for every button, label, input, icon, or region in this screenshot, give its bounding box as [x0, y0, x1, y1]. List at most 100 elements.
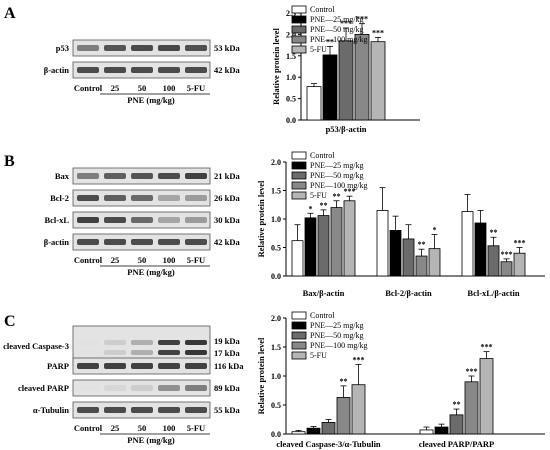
blot-band — [131, 407, 153, 413]
y-axis-label: Relative protein level — [256, 180, 266, 257]
bar — [291, 240, 304, 277]
significance-label: *** — [356, 15, 368, 24]
blot-row-label: cleaved PARP — [18, 383, 69, 393]
blot-band — [104, 363, 126, 369]
y-axis-label: Relative protein level — [256, 337, 266, 414]
bar — [434, 426, 449, 435]
legend-label: 5-FU — [310, 45, 327, 54]
blot-band — [158, 173, 180, 179]
blot-row: β-actin 42 kDa — [44, 61, 240, 79]
blot-band — [185, 67, 207, 73]
blot-band — [185, 340, 207, 345]
y-tick-label: 2.0 — [271, 314, 281, 323]
bar — [428, 248, 441, 277]
blot-lane-label: 25 — [111, 255, 120, 265]
y-tick-label: 1.5 — [271, 343, 281, 352]
blot-band — [131, 350, 153, 355]
blot-row: β-actin 42 kDa — [44, 233, 240, 251]
y-tick-label: 0.5 — [271, 401, 281, 410]
panel-letter: B — [4, 153, 15, 170]
blot-band — [104, 350, 126, 355]
bar — [449, 414, 464, 435]
blot-band — [77, 363, 99, 369]
bar — [351, 384, 366, 435]
blot-band — [185, 350, 207, 355]
blot-band — [104, 239, 126, 245]
blot-lane-label: 100 — [163, 423, 176, 433]
blot-band — [104, 217, 126, 223]
bar — [322, 54, 338, 121]
blot-row-label: β-actin — [44, 65, 70, 75]
legend-swatch — [291, 351, 307, 360]
y-tick-label: 1.5 — [271, 187, 281, 196]
bar — [487, 245, 500, 277]
bar-chart: 0.0 0.5 1.0 1.5 2.0 2.5 Relative protein level… — [271, 9, 420, 134]
blot-band — [131, 45, 153, 51]
blot-band — [158, 385, 180, 391]
blot-lane-label: 50 — [138, 83, 147, 93]
blot-band — [185, 195, 207, 201]
panel-letter: A — [4, 5, 16, 22]
blot-kda-label: 42 kDa — [214, 237, 240, 247]
bar — [513, 252, 526, 277]
legend-label: PNE—50 mg/kg — [310, 25, 364, 34]
y-tick-label: 0.0 — [271, 272, 281, 281]
legend-label: PNE—25 mg/kg — [310, 161, 364, 170]
western-blot: p53 53 kDa β-actin 42 kDa Control 25 50 100 5-FU… — [44, 39, 240, 105]
y-tick-label: 2.0 — [271, 158, 281, 167]
bar — [291, 431, 306, 435]
blot-row-label: cleaved Caspase-3 — [3, 341, 69, 351]
bar — [343, 200, 356, 277]
blot-band — [77, 239, 99, 245]
blot-band — [77, 173, 99, 179]
blot-kda-label: 42 kDa — [214, 65, 240, 75]
y-tick-label: 0.0 — [286, 116, 296, 125]
blot-lane-label: 5-FU — [187, 423, 205, 433]
blot-band — [104, 407, 126, 413]
legend-swatch — [291, 15, 307, 24]
y-tick-label: 1.0 — [271, 372, 281, 381]
western-blot: cleaved Caspase-3 19 kDa 17 kDa PARP 116 kDa… — [3, 325, 244, 445]
blot-band — [104, 340, 126, 345]
blot-row: α-Tubulin 55 kDa — [33, 401, 240, 419]
bar — [419, 429, 434, 435]
category-label: p53/β-actin — [326, 124, 367, 134]
blot-band — [158, 350, 180, 355]
bar — [306, 86, 322, 121]
significance-label: *** — [514, 239, 526, 248]
bar — [376, 210, 389, 277]
blot-row: Bcl-2 26 kDa — [50, 189, 240, 207]
bar — [354, 34, 370, 121]
category-label: Bcl-xL/β-actin — [467, 288, 519, 298]
blot-kda-label: 19 kDa — [214, 336, 240, 346]
significance-label: *** — [340, 19, 352, 28]
significance-label: ** — [490, 228, 498, 237]
y-tick-label: 1.0 — [286, 73, 296, 82]
bar — [402, 238, 415, 277]
legend-swatch — [291, 45, 307, 54]
blot-band — [131, 195, 153, 201]
blot-band — [185, 407, 207, 413]
blot-band — [185, 385, 207, 391]
blot-lane-label: Control — [74, 83, 103, 93]
significance-label: ** — [333, 192, 341, 201]
blot-lane-label: Control — [74, 423, 103, 433]
bar — [474, 222, 487, 277]
bar — [479, 358, 494, 435]
y-tick-label: 2.0 — [286, 30, 296, 39]
blot-kda-label: 116 kDa — [214, 361, 244, 371]
significance-label: ** — [326, 37, 334, 46]
significance-label: ** — [340, 377, 348, 386]
legend-swatch — [291, 181, 307, 190]
western-blot: Bax 21 kDa Bcl-2 26 kDa Bcl-xL 30 kDa β-actin 4… — [44, 167, 240, 277]
blot-kda-label: 17 kDa — [214, 348, 240, 358]
bar — [370, 41, 386, 121]
blot-xlabel: PNE (mg/kg) — [127, 435, 175, 445]
significance-label: *** — [481, 343, 493, 352]
panel-b: B Bax 21 kDa Bcl-2 26 kDa Bcl-xL 30 kDa β-actin… — [4, 151, 545, 298]
